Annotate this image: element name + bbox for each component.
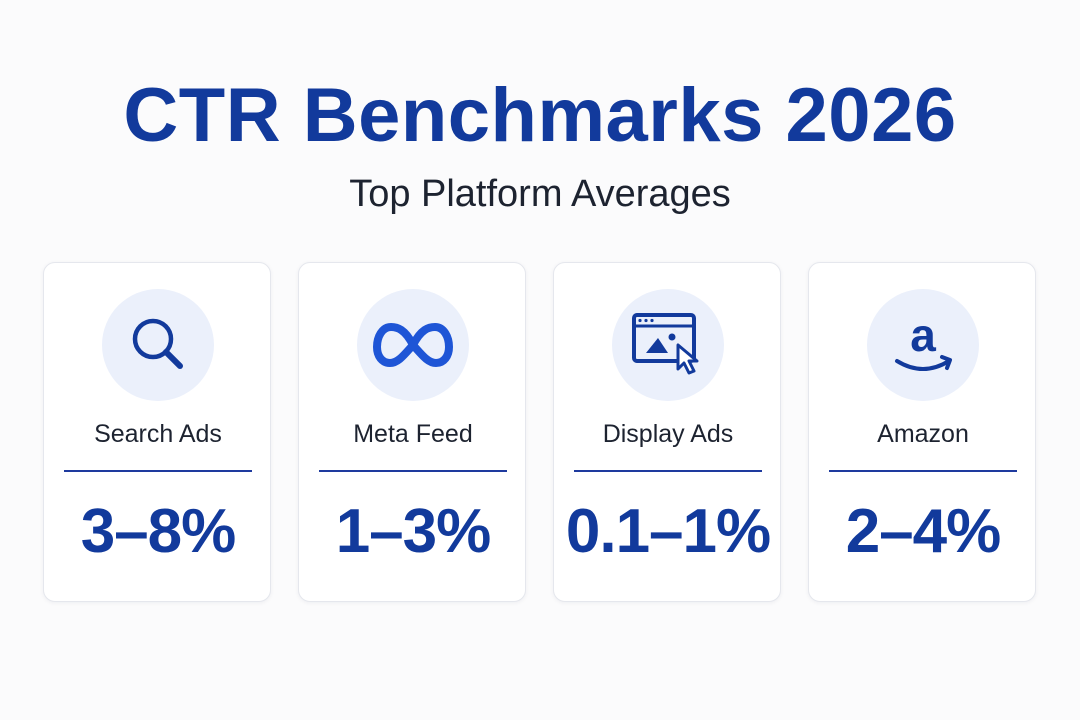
card-value: 3–8%: [80, 497, 237, 566]
amazon-logo-icon: a: [895, 309, 952, 371]
card-value: 2–4%: [845, 497, 1002, 566]
divider: [829, 470, 1017, 472]
icon-badge: [612, 289, 724, 401]
card-display-ads: Display Ads 0.1–1%: [553, 262, 781, 602]
card-label: Amazon: [877, 420, 969, 448]
page-title: CTR Benchmarks 2026: [123, 73, 957, 158]
search-icon: [132, 318, 183, 369]
divider: [64, 470, 252, 472]
card-label: Search Ads: [94, 420, 222, 448]
icon-badge: [357, 289, 469, 401]
divider: [319, 470, 507, 472]
divider: [574, 470, 762, 472]
card-label: Meta Feed: [353, 420, 473, 448]
card-search-ads: Search Ads 3–8%: [43, 262, 271, 602]
browser-image-cursor-icon: [632, 313, 699, 375]
card-amazon: a Amazon 2–4%: [808, 262, 1036, 602]
card-meta-feed: Meta Feed 1–3%: [298, 262, 526, 602]
icon-badge: a: [867, 289, 979, 401]
page-subtitle: Top Platform Averages: [349, 173, 731, 215]
card-value: 0.1–1%: [565, 497, 771, 566]
svg-text:a: a: [910, 309, 936, 361]
meta-logo-icon: [373, 323, 453, 367]
icon-badge: [102, 289, 214, 401]
card-label: Display Ads: [602, 420, 734, 448]
card-value: 1–3%: [335, 497, 492, 566]
